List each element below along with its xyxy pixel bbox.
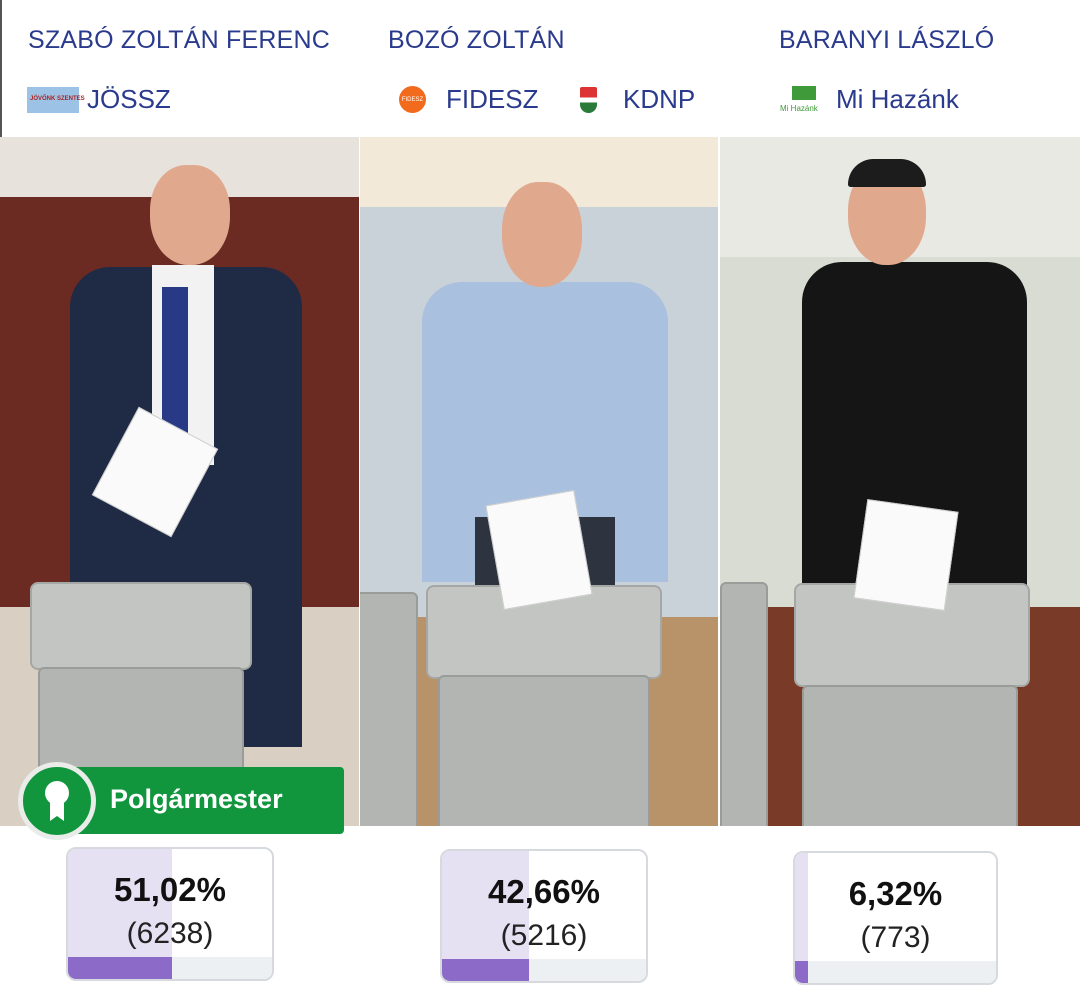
mi-hazank-flag-logo: Mi Hazánk [780,85,828,114]
result-progress-bar [442,959,646,981]
candidate-photos [0,137,1080,826]
result-percent: 42,66% [488,873,600,910]
party-label: Mi Hazánk [836,84,959,114]
result-votes: (6238) [126,917,214,950]
party-mi-hazank: Mi Hazánk Mi Hazánk [780,84,959,115]
candidate-photo [0,137,359,826]
party-kdnp: KDNP [580,84,695,115]
result-progress-bar [795,961,996,983]
winner-badge-label: Polgármester [110,784,283,814]
result-progress-bar [68,957,272,979]
party-fidesz: FIDESZ FIDESZ [399,84,538,115]
result-percent: 51,02% [114,871,226,908]
candidate-name: SZABÓ ZOLTÁN FERENC [28,26,330,54]
party-label: KDNP [623,84,696,114]
party-label: FIDESZ [446,84,539,114]
result-votes: (773) [860,921,931,954]
candidate-name: BOZÓ ZOLTÁN [388,26,565,54]
fidesz-logo: FIDESZ [399,86,426,113]
kdnp-shield-logo [580,86,597,113]
award-ribbon-icon [18,762,96,840]
result-card: 6,32% (773) [793,851,998,985]
candidate-photo [720,137,1080,826]
result-card: 42,66% (5216) [440,849,648,983]
result-card: 51,02% (6238) [66,847,274,981]
party-label: JÖSSZ [87,84,171,114]
result-votes: (5216) [500,919,588,952]
party-jossz: JÖVŐNK SZENTES JÖSSZ [27,84,171,115]
result-percent: 6,32% [848,875,943,912]
candidate-name: BARANYI LÁSZLÓ [779,26,995,54]
jovonk-szentes-logo: JÖVŐNK SZENTES [27,86,85,113]
candidate-photo [360,137,718,826]
candidate-header: SZABÓ ZOLTÁN FERENC BOZÓ ZOLTÁN BARANYI … [0,0,1080,137]
